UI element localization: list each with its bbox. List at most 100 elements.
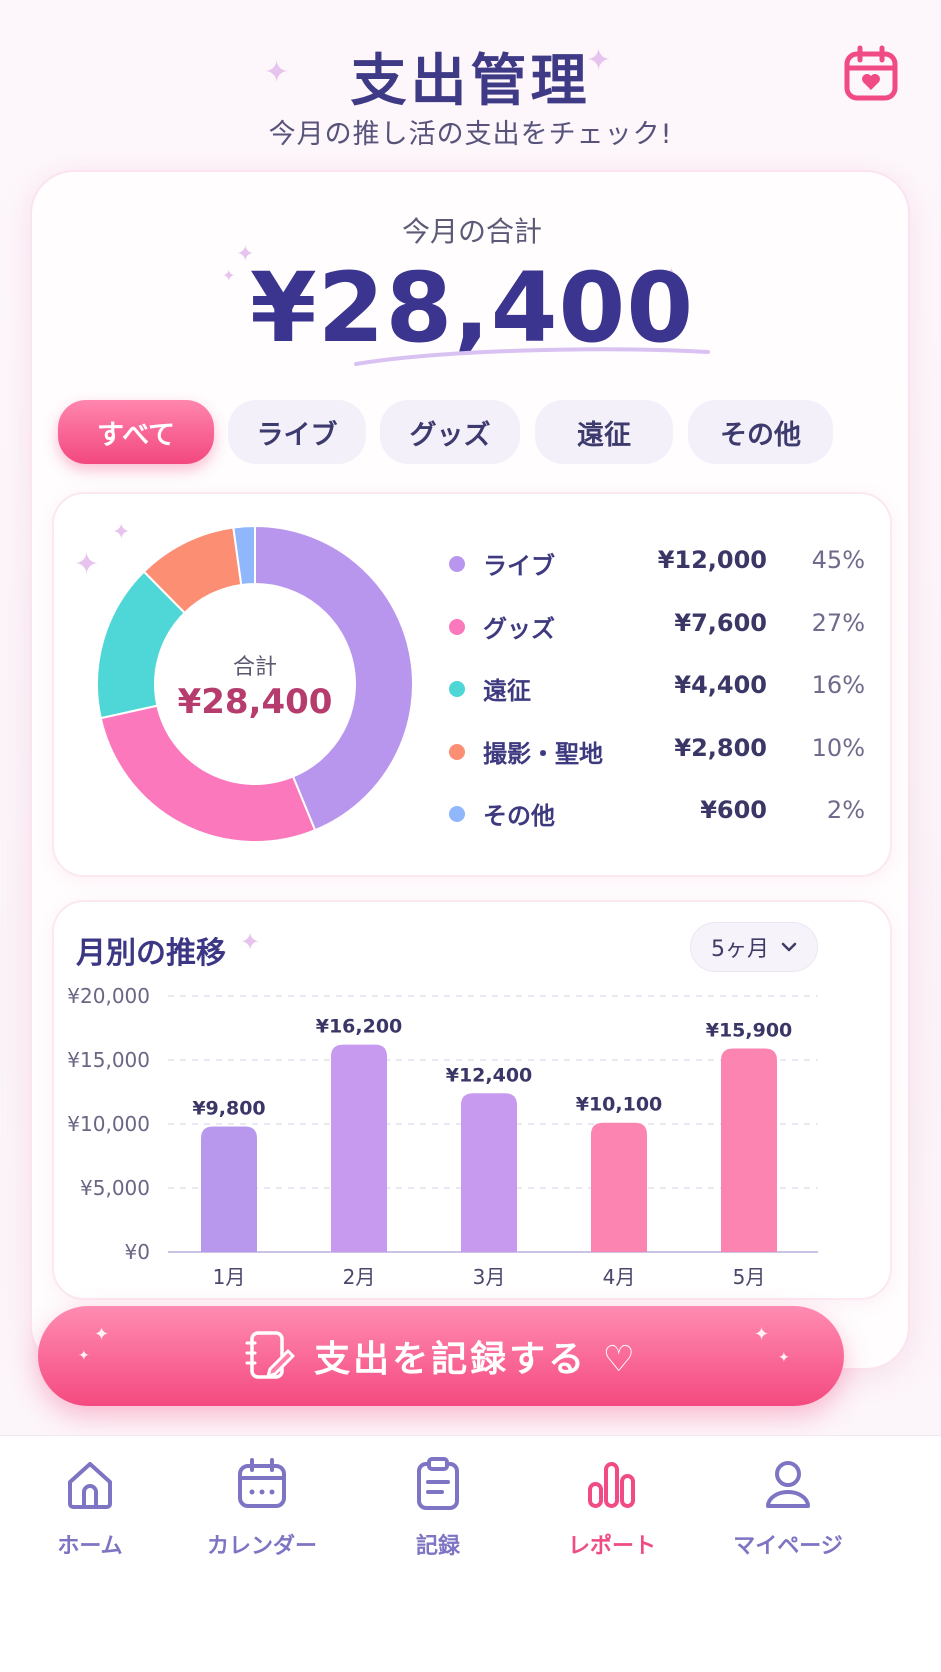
donut-slice — [254, 524, 414, 832]
chevron-down-icon — [781, 942, 797, 952]
edit-notebook-icon — [245, 1331, 295, 1379]
nav-label: 記録 — [415, 1534, 460, 1559]
user-icon — [766, 1461, 810, 1508]
sparkle-icon: ✦ — [264, 55, 290, 90]
legend-name: 遠征 — [483, 677, 531, 705]
total-amount: ¥28,400 — [249, 252, 695, 364]
tab-goods[interactable]: グッズ — [380, 400, 520, 464]
tab-expedition[interactable]: 遠征 — [535, 400, 673, 464]
bar — [461, 1093, 517, 1252]
nav-label: カレンダー — [206, 1534, 317, 1559]
x-tick-label: 2月 — [343, 1265, 376, 1289]
legend-item[interactable]: その他 ¥600 2% — [449, 792, 869, 855]
bar-value-label: ¥10,100 — [576, 1094, 663, 1116]
legend-item[interactable]: グッズ ¥7,600 27% — [449, 605, 869, 668]
summary-card: 今月の合計 ✦ ✦ ✦ ¥28,400 すべて ライブ グッズ 遠征 その他 ✦… — [30, 170, 910, 1370]
bar-value-label: ¥16,200 — [316, 1016, 403, 1038]
legend-item[interactable]: ライブ ¥12,000 45% — [449, 542, 869, 605]
legend-dot — [449, 743, 465, 760]
bar — [331, 1044, 387, 1252]
nav-record[interactable]: 記録 — [348, 1448, 528, 1559]
sparkle-icon: ✦ — [778, 1350, 790, 1366]
x-tick-label: 3月 — [473, 1265, 506, 1289]
bar-value-label: ¥12,400 — [446, 1064, 533, 1086]
tab-all[interactable]: すべて — [58, 400, 214, 464]
legend-percent: 10% — [811, 733, 865, 762]
legend: ライブ ¥12,000 45% グッズ ¥7,600 27% 遠征 ¥4,400… — [449, 542, 869, 855]
nav-report[interactable]: レポート — [522, 1448, 702, 1559]
bar-value-label: ¥9,800 — [192, 1098, 265, 1120]
donut-center-value: ¥28,400 — [177, 682, 333, 722]
legend-name: グッズ — [483, 614, 555, 643]
y-tick-label: ¥0 — [125, 1240, 150, 1264]
sparkle-icon: ✦ — [586, 43, 612, 78]
underline-decoration — [354, 347, 710, 366]
y-tick-label: ¥5,000 — [80, 1176, 150, 1200]
breakdown-card: ✦ ✦ 合計 ¥28,400 ライブ ¥12,000 45% グッズ ¥7,60… — [52, 492, 892, 877]
legend-percent: 2% — [826, 796, 865, 824]
legend-item[interactable]: 遠征 ¥4,400 16% — [449, 667, 869, 730]
nav-mypage[interactable]: マイページ — [698, 1448, 878, 1559]
legend-dot — [449, 618, 465, 635]
nav-label: マイページ — [733, 1534, 843, 1559]
x-tick-label: 5月 — [733, 1265, 766, 1289]
nav-label: レポート — [567, 1534, 656, 1559]
donut-slice — [232, 524, 256, 587]
legend-percent: 16% — [811, 671, 865, 699]
sparkle-icon: ✦ — [94, 1324, 110, 1345]
legend-dot — [449, 681, 465, 697]
page-subtitle: 今月の推し活の支出をチェック! — [268, 119, 673, 150]
legend-percent: 45% — [811, 546, 865, 574]
legend-amount: ¥600 — [700, 796, 767, 824]
legend-name: ライブ — [483, 552, 555, 580]
sparkle-icon: ✦ — [222, 266, 236, 285]
bar — [201, 1126, 257, 1252]
donut-slice — [99, 704, 317, 843]
x-tick-label: 1月 — [213, 1265, 246, 1289]
tab-live[interactable]: ライブ — [228, 400, 366, 464]
donut-chart — [96, 524, 414, 843]
bottom-nav: ホーム カレンダー 記録 レポート — [0, 1435, 941, 1672]
legend-percent: 27% — [811, 608, 865, 637]
nav-label: ホーム — [57, 1534, 123, 1559]
bar-value-label: ¥15,900 — [706, 1019, 793, 1041]
nav-home[interactable]: ホーム — [0, 1448, 180, 1559]
legend-item[interactable]: 撮影・聖地 ¥2,800 10% — [449, 730, 869, 793]
total-label: 今月の合計 — [401, 215, 542, 248]
record-button-label: 支出を記録する ♡ — [314, 1339, 638, 1380]
calendar-heart-icon — [844, 45, 898, 101]
legend-amount: ¥12,000 — [657, 546, 767, 574]
legend-amount: ¥7,600 — [674, 608, 767, 637]
legend-amount: ¥2,800 — [674, 733, 767, 762]
legend-name: その他 — [483, 802, 555, 830]
x-tick-label: 4月 — [603, 1265, 636, 1289]
calendar-icon — [238, 1458, 286, 1508]
sparkle-icon: ✦ — [240, 928, 261, 956]
monthly-title: 月別の推移 — [76, 936, 226, 971]
legend-name: 撮影・聖地 — [483, 739, 603, 768]
period-select[interactable]: 5ヶ月 — [690, 922, 818, 972]
bar-chart-icon — [588, 1462, 635, 1508]
sparkle-icon: ✦ — [112, 520, 131, 545]
period-select-value: 5ヶ月 — [711, 937, 769, 962]
sparkle-icon: ✦ — [236, 242, 255, 267]
y-tick-label: ¥20,000 — [67, 984, 150, 1008]
sparkle-icon: ✦ — [78, 1348, 90, 1364]
monthly-trend-card: 月別の推移 ✦ 5ヶ月 ¥0 ¥5,000 ¥10,000 ¥15,000 ¥20,00… — [52, 900, 892, 1300]
legend-dot — [449, 806, 465, 822]
sparkle-icon: ✦ — [754, 1324, 770, 1345]
calendar-button[interactable] — [843, 44, 899, 104]
monthly-bar-chart: ¥0 ¥5,000 ¥10,000 ¥15,000 ¥20,000 ¥9,800 1月 ¥16… — [67, 984, 818, 1289]
record-expense-button[interactable]: ✦ ✦ ✦ ✦ 支出を記録する ♡ — [38, 1306, 844, 1406]
filter-tabs: すべて ライブ グッズ 遠征 その他 — [58, 400, 888, 464]
tab-other[interactable]: その他 — [688, 400, 833, 464]
legend-amount: ¥4,400 — [674, 671, 767, 699]
home-icon — [68, 1462, 112, 1509]
nav-calendar[interactable]: カレンダー — [172, 1448, 352, 1559]
bar — [591, 1122, 647, 1252]
y-tick-label: ¥10,000 — [67, 1112, 150, 1136]
sparkle-icon: ✦ — [74, 547, 100, 582]
clipboard-icon — [417, 1457, 459, 1510]
page-title: 支出管理 — [350, 49, 591, 114]
legend-dot — [449, 556, 465, 572]
